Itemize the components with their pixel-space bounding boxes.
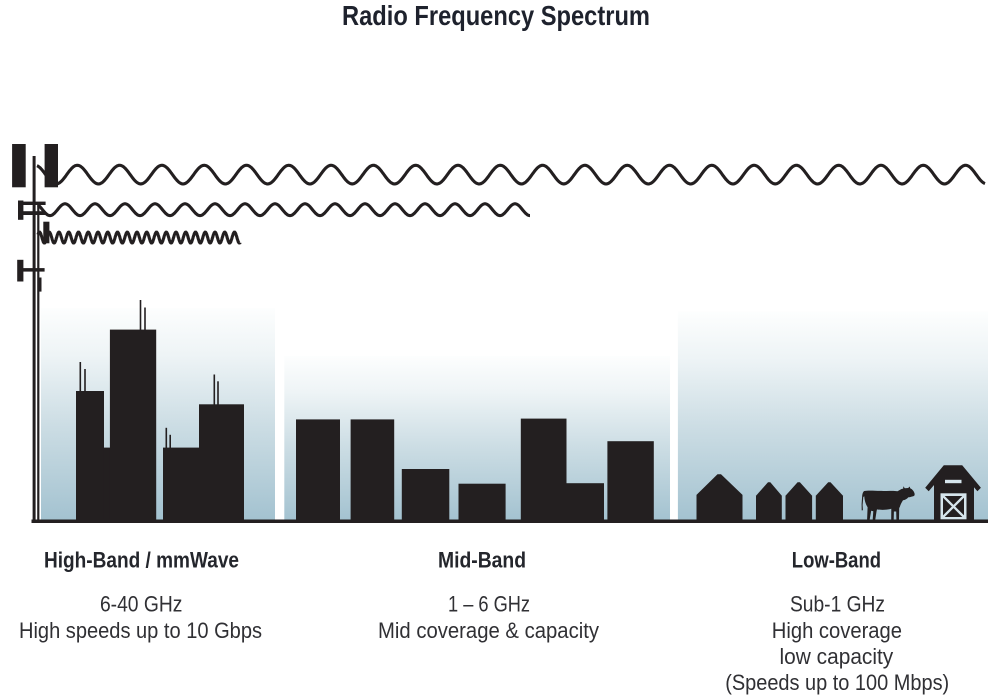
svg-text:Mid-Band: Mid-Band — [438, 548, 526, 573]
svg-text:1 – 6 GHz: 1 – 6 GHz — [448, 592, 530, 617]
svg-text:low capacity: low capacity — [780, 644, 894, 669]
svg-text:High coverage: High coverage — [772, 618, 902, 643]
svg-text:Mid coverage & capacity: Mid coverage & capacity — [378, 618, 599, 643]
svg-text:Low-Band: Low-Band — [792, 548, 881, 573]
svg-text:6-40 GHz: 6-40 GHz — [100, 592, 183, 617]
svg-text:High-Band / mmWave: High-Band / mmWave — [44, 548, 239, 573]
svg-text:High speeds up to 10 Gbps: High speeds up to 10 Gbps — [19, 618, 262, 643]
svg-text:Sub-1 GHz: Sub-1 GHz — [790, 592, 885, 617]
svg-text:(Speeds up to 100 Mbps): (Speeds up to 100 Mbps) — [725, 670, 949, 695]
svg-text:Radio Frequency Spectrum: Radio Frequency Spectrum — [342, 0, 650, 31]
